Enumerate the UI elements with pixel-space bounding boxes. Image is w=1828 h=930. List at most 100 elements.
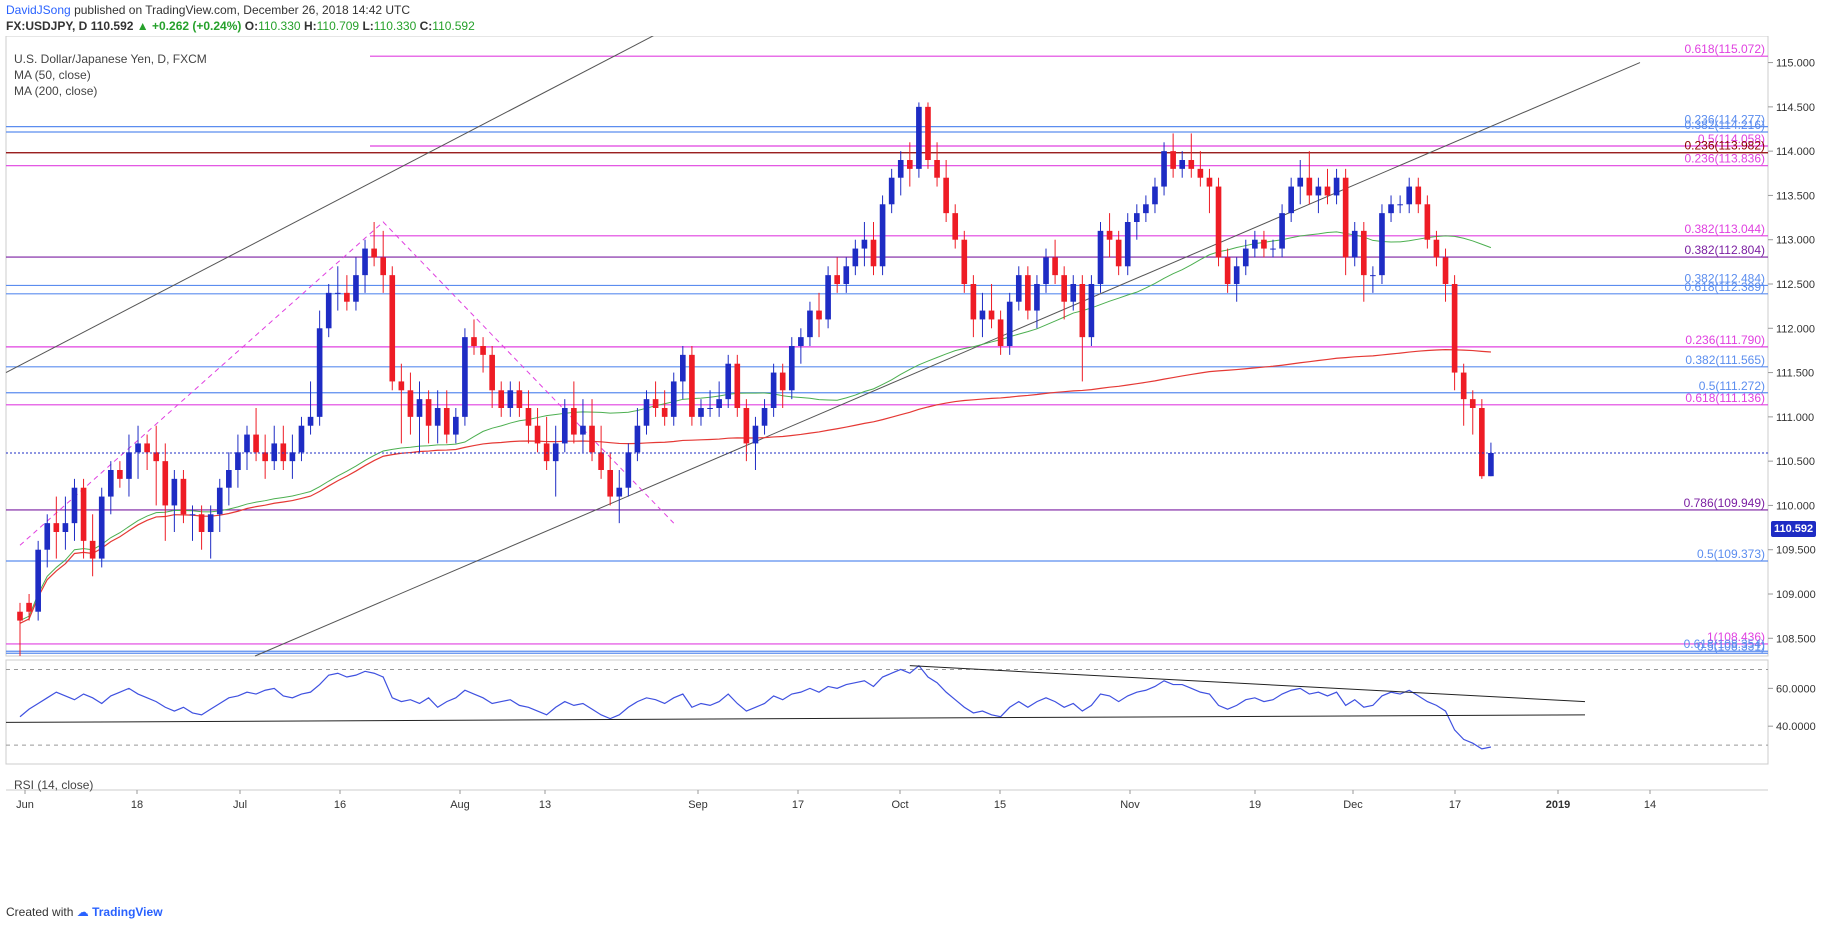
candle-body <box>798 337 804 346</box>
candle-body <box>371 248 377 258</box>
candle-body <box>779 372 786 391</box>
candle-body <box>253 434 259 453</box>
channel-upper-line <box>5 36 654 374</box>
y-tick-label: 112.000 <box>1776 323 1815 335</box>
y-tick-label: 109.000 <box>1776 589 1816 601</box>
price-chart[interactable]: 108.500 109.000 109.500 110.000 110.500 111.0… <box>0 36 1828 900</box>
candle-body <box>1143 204 1149 214</box>
candle-body <box>525 408 532 426</box>
candle-body <box>580 425 586 435</box>
candle-body <box>961 239 968 284</box>
candle-body <box>453 416 459 435</box>
x-tick-label: Nov <box>1120 799 1140 811</box>
candle-body <box>1279 213 1285 249</box>
candle-body <box>316 328 323 417</box>
y-tick-label: 112.500 <box>1776 279 1815 291</box>
candle-body <box>180 478 187 515</box>
candle-body <box>1488 452 1494 477</box>
candle-body <box>743 408 750 444</box>
candle-body <box>1242 248 1249 267</box>
candle-body <box>897 160 904 178</box>
fib-level-label: 1(108.436) <box>1707 630 1765 644</box>
candle-body <box>1215 186 1222 258</box>
candle-body <box>1015 275 1022 302</box>
candle-body <box>1379 213 1385 276</box>
candle-body <box>117 470 123 479</box>
candle-body <box>943 177 949 214</box>
candle-body <box>634 425 641 453</box>
candle-body <box>825 275 831 320</box>
candle-body <box>561 408 568 444</box>
y-tick-label: 109.500 <box>1776 545 1816 557</box>
candle-body <box>280 443 287 462</box>
candle-body <box>1206 177 1213 187</box>
candle-body <box>598 452 604 470</box>
candle-body <box>888 177 895 205</box>
low-value: 110.330 <box>373 19 417 33</box>
candle-body <box>1451 284 1458 373</box>
candle-body <box>62 523 69 532</box>
candle-body <box>216 487 223 515</box>
fib-level-label: 0.5(111.272) <box>1699 379 1765 393</box>
candle-body <box>425 399 432 426</box>
x-tick-label: 17 <box>792 799 804 811</box>
candle-body <box>1270 248 1276 250</box>
ohlc-bar: FX:USDJPY, D 110.592 ▲ +0.262 (+0.24%) O… <box>6 19 475 33</box>
fib-level-label: 0.382(111.565) <box>1685 353 1765 367</box>
candle-body <box>1061 275 1067 302</box>
candle-body <box>398 381 405 391</box>
candle-body <box>534 425 541 444</box>
candle-body <box>1006 301 1013 346</box>
x-tick-label: 15 <box>994 799 1006 811</box>
candle-body <box>725 363 732 400</box>
symbol: FX:USDJPY, D <box>6 19 88 33</box>
candle-body <box>680 354 686 382</box>
candle-body <box>334 292 341 294</box>
candle-body <box>244 434 250 453</box>
candle-body <box>171 478 178 506</box>
candle-body <box>916 106 922 169</box>
open-value: 110.330 <box>258 19 301 33</box>
x-tick-label: Oct <box>891 799 908 811</box>
candle-body <box>516 390 523 408</box>
candle-body <box>507 390 514 408</box>
fib-level-label: 0.236(113.836) <box>1684 152 1765 166</box>
candle-body <box>907 160 913 169</box>
candle-body <box>752 425 759 444</box>
open-label: O: <box>244 19 259 33</box>
x-tick-label: Jul <box>233 799 247 811</box>
ma200-legend: MA (200, close) <box>14 84 98 98</box>
candle-body <box>670 381 677 417</box>
candle-body <box>1351 230 1358 258</box>
x-tick-label: 19 <box>1249 799 1261 811</box>
candle-body <box>1034 284 1040 311</box>
candle-body <box>1161 151 1167 187</box>
y-tick-label: 110.500 <box>1776 456 1815 468</box>
x-tick-label: Dec <box>1343 799 1363 811</box>
candle-body <box>788 346 795 391</box>
candle-body <box>153 452 160 462</box>
candle-body <box>1170 151 1176 169</box>
y-tick-label: 111.000 <box>1776 412 1814 424</box>
candle-body <box>489 354 495 391</box>
candle-body <box>1342 177 1349 258</box>
candle-body <box>734 363 741 408</box>
tradingview-brand[interactable]: TradingView <box>92 905 163 919</box>
author-link[interactable]: DavidJSong <box>6 3 71 17</box>
fib-level-label: 0.236(113.982) <box>1684 139 1765 153</box>
candle-body <box>362 248 368 276</box>
candle-body <box>1179 160 1186 169</box>
candle-body <box>262 452 268 462</box>
candle-body <box>988 310 995 320</box>
last-price: 110.592 <box>90 19 134 33</box>
candle-body <box>1306 177 1313 196</box>
high-value: 110.709 <box>316 19 360 33</box>
candle-body <box>1070 284 1077 302</box>
price-pane-frame <box>5 36 1769 657</box>
candle-body <box>198 514 205 532</box>
candle-body <box>80 487 87 541</box>
x-tick-label: 2019 <box>1546 799 1570 811</box>
fib-level-label: 0.618(115.072) <box>1684 42 1765 56</box>
close-label: C: <box>419 19 433 33</box>
fib-level-label: 0.236(114.277) <box>1684 113 1765 127</box>
